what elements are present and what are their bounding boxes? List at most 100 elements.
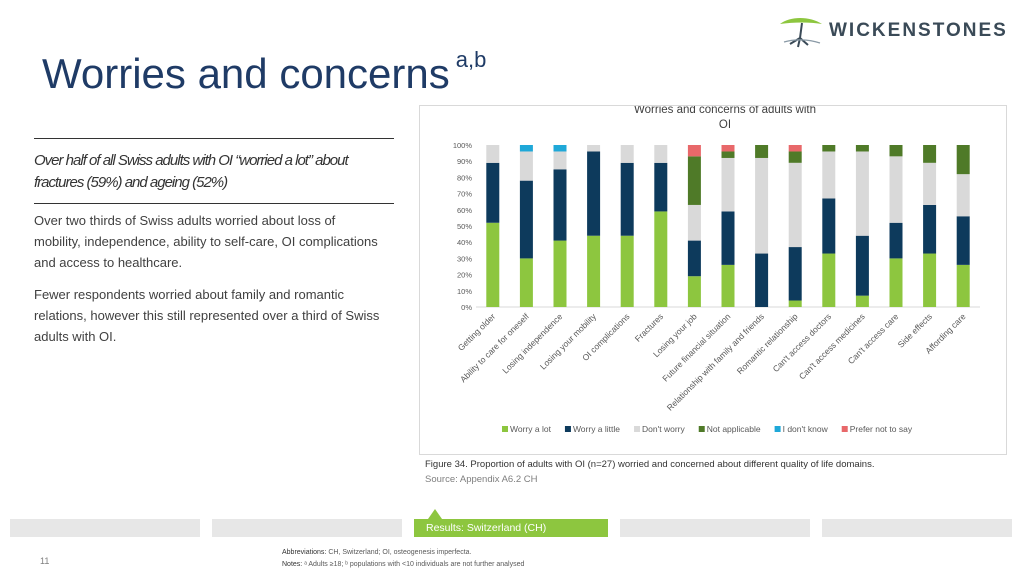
bar-segment-not-applicable: [755, 145, 769, 158]
bar-segment-prefer-not-to-say: [687, 145, 701, 157]
bar-segment-worry-a-little: [687, 240, 701, 277]
paragraph-1-line-2: mobility, independence, ability to self-…: [34, 234, 378, 249]
legend-label: Don't worry: [642, 424, 685, 434]
bar-segment-worry-a-little: [923, 204, 937, 254]
bar-segment-dont-worry: [486, 145, 500, 163]
chart-title-line-2: OI: [719, 119, 731, 131]
legend-swatch-prefer-not-to-say: [841, 426, 848, 432]
bar-segment-worry-a-little: [486, 162, 500, 223]
bar-segment-worry-a-little: [855, 235, 869, 296]
title-superscript: a,b: [455, 47, 487, 72]
legend-label: I don't know: [783, 424, 829, 434]
bar-segment-worry-a-lot: [519, 258, 533, 307]
bar-segment-i-dont-know: [519, 145, 533, 152]
bar-segment-not-applicable: [687, 156, 701, 205]
y-tick-label: 100%: [453, 141, 473, 150]
bar-segment-not-applicable: [889, 145, 903, 157]
paragraph-2-line-2: relations, however this still represente…: [34, 308, 380, 323]
footer-tab-1: [10, 519, 200, 537]
footer-tab-2: [212, 519, 402, 537]
bar-segment-worry-a-lot: [687, 276, 701, 307]
bar-segment-worry-a-lot: [855, 295, 869, 307]
bar-segment-not-applicable: [956, 145, 970, 175]
highlight-text: Over half of all Swiss adults with OI “w…: [34, 150, 394, 194]
y-tick-label: 10%: [457, 287, 472, 296]
bar-segment-worry-a-little: [553, 169, 567, 241]
bar-segment-worry-a-little: [956, 216, 970, 265]
bar-segment-dont-worry: [956, 174, 970, 217]
legend-swatch-not-applicable: [698, 426, 705, 432]
bar-segment-worry-a-lot: [587, 235, 601, 307]
chart-container: Worries and concerns of adults with OI 0% 1…: [419, 105, 1007, 455]
figure-source: Source: Appendix A6.2 CH: [425, 474, 538, 485]
y-tick-label: 70%: [457, 190, 472, 199]
bar-segment-worry-a-lot: [956, 264, 970, 307]
x-tick-label: Can't access doctors: [771, 311, 834, 374]
bar-segment-prefer-not-to-say: [788, 145, 802, 152]
footer-tab-active: Results: Switzerland (CH): [414, 519, 608, 537]
bar-segment-worry-a-little: [654, 162, 668, 212]
bar-segment-not-applicable: [822, 145, 836, 152]
divider-bottom: [34, 203, 394, 204]
bar-segment-not-applicable: [923, 145, 937, 163]
chart-title-line-1: Worries and concerns of adults with: [634, 106, 816, 116]
y-tick-label: 40%: [457, 238, 472, 247]
bar-segment-dont-worry: [923, 162, 937, 205]
footer-arrow-icon: [428, 509, 442, 519]
bar-segment-worry-a-little: [788, 247, 802, 301]
notes-text: ᵃ Adults ≥18; ᵇ populations with <10 ind…: [304, 561, 525, 568]
legend-swatch-i-dont-know: [774, 426, 781, 432]
bar-segment-worry-a-lot: [553, 240, 567, 307]
bar-segment-dont-worry: [654, 145, 668, 163]
x-tick-label: Romantic relationship: [735, 311, 800, 376]
bar-segment-worry-a-lot: [788, 300, 802, 307]
divider-top: [34, 138, 394, 139]
paragraph-1: Over two thirds of Swiss adults worried …: [34, 210, 394, 273]
highlight-line-2: fractures (59%) and ageing (52%): [34, 174, 228, 191]
bar-segment-worry-a-little: [755, 253, 769, 307]
x-tick-label: Can't access medicines: [797, 311, 867, 381]
legend-label: Worry a lot: [510, 424, 552, 434]
bar-segment-dont-worry: [587, 145, 601, 152]
y-tick-label: 50%: [457, 222, 472, 231]
bar-segment-dont-worry: [855, 151, 869, 236]
y-tick-label: 0%: [461, 303, 472, 312]
y-tick-label: 80%: [457, 173, 472, 182]
notes: Notes: ᵃ Adults ≥18; ᵇ populations with …: [282, 561, 524, 568]
bar-segment-worry-a-little: [519, 180, 533, 259]
bar-segment-worry-a-little: [587, 151, 601, 236]
paragraph-1-line-1: Over two thirds of Swiss adults worried …: [34, 213, 336, 228]
highlight-line-1: Over half of all Swiss adults with OI “w…: [34, 152, 349, 169]
stacked-bar-chart: Worries and concerns of adults with OI 0% 1…: [453, 106, 980, 434]
legend-swatch-dont-worry: [634, 426, 641, 432]
abbreviations-text: CH, Switzerland; OI, osteogenesis imperf…: [328, 549, 472, 556]
legend-label: Not applicable: [707, 424, 761, 434]
legend-label: Prefer not to say: [850, 424, 913, 434]
x-tick-label: Losing your mobility: [538, 311, 599, 372]
page-number: 11: [40, 556, 50, 566]
bar-segment-worry-a-lot: [486, 222, 500, 307]
y-tick-label: 20%: [457, 271, 472, 280]
bar-segment-worry-a-lot: [721, 264, 735, 307]
paragraph-1-line-3: and access to healthcare.: [34, 255, 183, 270]
wickenstones-logo-icon: [780, 18, 822, 48]
y-tick-label: 30%: [457, 254, 472, 263]
y-tick-label: 90%: [457, 157, 472, 166]
bar-segment-not-applicable: [788, 151, 802, 163]
bar-segment-not-applicable: [855, 145, 869, 152]
legend-swatch-worry-a-little: [564, 426, 571, 432]
bar-segment-worry-a-little: [889, 222, 903, 259]
paragraph-2: Fewer respondents worried about family a…: [34, 284, 394, 347]
bar-segment-dont-worry: [687, 204, 701, 241]
bar-segment-worry-a-lot: [889, 258, 903, 307]
bar-segment-worry-a-little: [620, 162, 634, 236]
bar-segment-i-dont-know: [553, 145, 567, 152]
page-title-text: Worries and concerns: [42, 50, 450, 97]
bar-segment-worry-a-little: [822, 198, 836, 254]
bar-segment-dont-worry: [620, 145, 634, 163]
footer-tab-4: [620, 519, 810, 537]
abbreviations-label: Abbreviations:: [282, 549, 327, 556]
footer-tab-5: [822, 519, 1012, 537]
figure-caption: Figure 34. Proportion of adults with OI …: [425, 459, 875, 470]
notes-label: Notes:: [282, 561, 303, 568]
